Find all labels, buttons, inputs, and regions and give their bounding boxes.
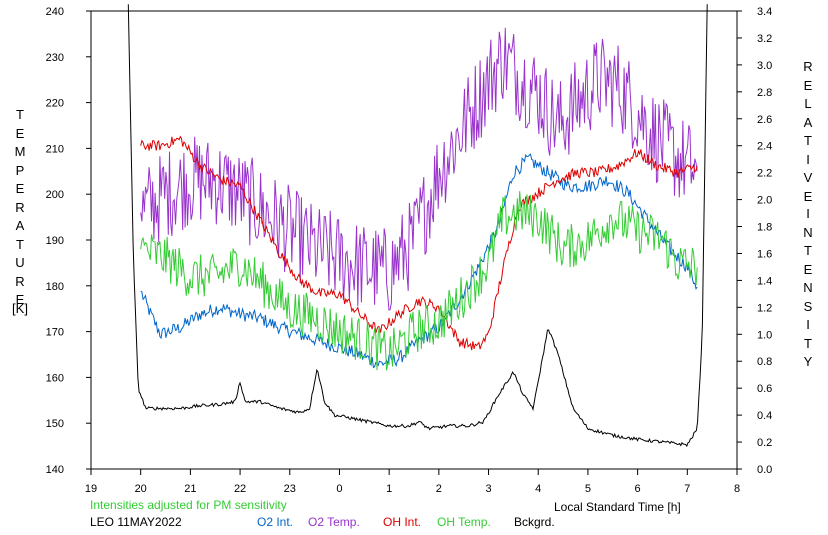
right-tick-label: 2.8: [757, 87, 772, 99]
right-axis-label-letter: N: [803, 280, 813, 295]
x-tick-label: 19: [85, 483, 97, 495]
left-axis-label-letter: E: [15, 292, 25, 307]
right-axis-label-letter: T: [804, 243, 812, 258]
right-axis-label-letter: L: [804, 96, 812, 111]
right-axis-label-letter: I: [806, 206, 810, 221]
left-axis-label-letter: R: [15, 273, 25, 289]
right-tick-label: 0.2: [757, 437, 772, 449]
x-tick-label: 4: [535, 483, 541, 495]
left-tick-label: 210: [46, 143, 64, 155]
left-axis-label-letter: T: [16, 236, 24, 252]
right-axis-label-letter: E: [803, 188, 813, 204]
right-tick-label: 2.2: [757, 168, 772, 180]
x-tick-label: 8: [734, 483, 740, 495]
series-line-o2-int: [140, 153, 698, 369]
left-tick-label: 240: [46, 6, 64, 18]
legend-bckgrd: Bckgrd.: [514, 515, 555, 529]
x-tick-label: 7: [684, 483, 690, 495]
right-axis-label-letter: T: [804, 133, 812, 148]
right-axis-label-letter: T: [804, 335, 812, 351]
right-tick-label: 2.0: [757, 195, 772, 207]
right-axis-label-letter: E: [803, 261, 813, 277]
left-axis-ticks: 140 150 160 170 180 190 200 210 220 230 240: [46, 6, 91, 476]
right-axis-label-letter: I: [806, 317, 810, 332]
x-tick-label: 5: [585, 483, 591, 495]
right-tick-label: 1.2: [757, 302, 772, 314]
left-tick-label: 180: [46, 281, 64, 293]
axes-group: [90, 10, 738, 470]
x-tick-label: 2: [436, 483, 442, 495]
site-date: LEO 11MAY2022: [90, 515, 182, 529]
right-tick-label: 2.4: [757, 141, 772, 153]
legend-oh-int: OH Int.: [383, 515, 422, 529]
series-line-o2-temp: [140, 27, 698, 311]
right-tick-label: 1.6: [757, 248, 772, 260]
right-tick-label: 0.0: [757, 464, 772, 476]
left-tick-label: 220: [46, 98, 64, 110]
legend-o2-int: O2 Int.: [257, 515, 294, 529]
plot-area: [127, 4, 708, 448]
left-axis-label-letter: R: [15, 199, 25, 215]
right-axis-label-letter: E: [803, 77, 813, 93]
legend-o2-temp: O2 Temp.: [308, 515, 360, 529]
series-line-bckgrd: [127, 4, 708, 448]
left-axis-label-letter: M: [14, 144, 26, 159]
series-line-oh-temp: [140, 191, 698, 371]
x-tick-label: 20: [135, 483, 147, 495]
right-axis-label-letter: Y: [803, 354, 813, 369]
left-tick-label: 200: [46, 189, 64, 201]
x-tick-label: 23: [284, 483, 296, 495]
right-tick-label: 0.8: [757, 356, 772, 368]
right-tick-label: 3.0: [757, 60, 772, 72]
left-axis-label-letter: P: [15, 162, 25, 178]
chart-note: Intensities adjusted for PM sensitivity: [90, 498, 287, 512]
right-axis-label-letter: V: [803, 170, 813, 185]
x-tick-label: 1: [386, 483, 392, 495]
right-axis-label-letter: R: [803, 59, 813, 74]
right-tick-label: 0.4: [757, 410, 772, 422]
x-tick-label: 6: [635, 483, 641, 495]
left-tick-label: 190: [46, 235, 64, 247]
left-tick-label: 160: [46, 372, 64, 384]
right-tick-label: 2.6: [757, 114, 772, 126]
right-axis-label-letter: A: [803, 114, 813, 130]
left-axis-label-letter: U: [15, 255, 25, 270]
left-tick-label: 170: [46, 327, 64, 339]
right-axis-ticks: 0.0 0.2 0.4 0.6 0.8 1.0 1.2 1.4 1.6 1.8 2.0 2.2 2.4 2…: [737, 6, 772, 476]
left-tick-label: 140: [46, 464, 64, 476]
right-tick-label: 0.6: [757, 383, 772, 395]
right-axis-label-letter: I: [806, 151, 810, 167]
left-tick-label: 230: [46, 52, 64, 64]
x-axis-ticks: 19 20 21 22 23 0 1 2 3 4 5 6 7 8: [85, 469, 740, 495]
left-axis-label-letter: E: [15, 125, 25, 141]
right-tick-label: 1.8: [757, 222, 772, 234]
right-tick-label: 3.4: [757, 6, 772, 18]
right-tick-label: 1.4: [757, 275, 772, 287]
right-tick-label: 3.2: [757, 33, 772, 45]
x-axis-label: Local Standard Time [h]: [554, 500, 681, 514]
legend-oh-temp: OH Temp.: [437, 515, 491, 529]
x-tick-label: 0: [336, 483, 342, 495]
right-axis-label-letter: N: [803, 224, 813, 240]
x-tick-label: 3: [485, 483, 491, 495]
series-line-oh-int: [140, 135, 698, 351]
left-axis-unit: [K]: [12, 301, 28, 316]
x-tick-label: 21: [184, 483, 196, 495]
left-axis-label-letter: E: [15, 181, 25, 196]
left-tick-label: 150: [46, 418, 64, 430]
right-tick-label: 1.0: [757, 329, 772, 341]
left-axis-label-letter: T: [16, 107, 24, 122]
right-axis-label-letter: S: [803, 298, 813, 314]
left-axis-label-letter: A: [15, 218, 25, 233]
x-tick-label: 22: [234, 483, 246, 495]
